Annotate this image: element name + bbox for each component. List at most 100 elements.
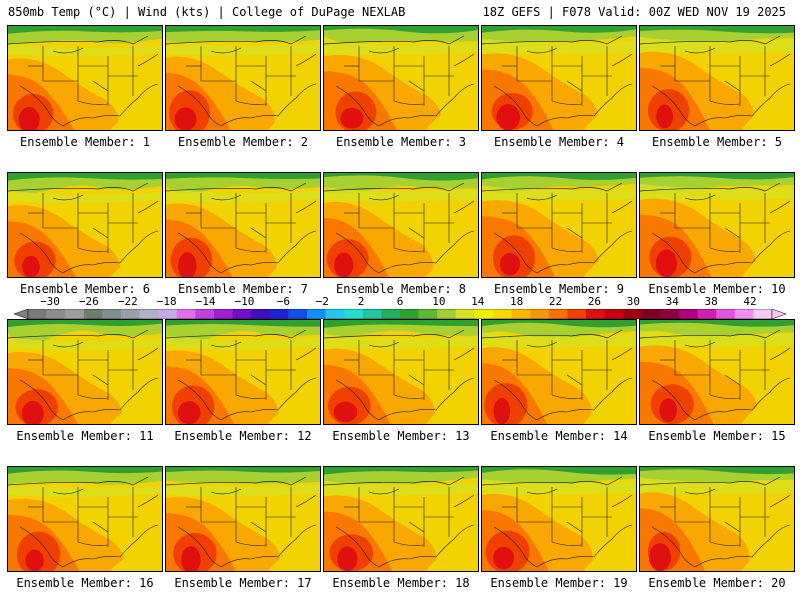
ensemble-member-label: Ensemble Member: 10 [648, 282, 786, 296]
colorbar-bin [679, 309, 699, 319]
temperature-field-map [482, 26, 636, 130]
ensemble-member-label: Ensemble Member: 16 [16, 576, 154, 590]
temperature-field-map [8, 26, 162, 130]
colorbar-low-arrow [14, 309, 29, 319]
colorbar-high-arrow [771, 309, 786, 319]
colorbar-tick: 38 [704, 295, 718, 308]
colorbar-bin [176, 309, 196, 319]
colorbar-tick: 26 [587, 295, 602, 308]
ensemble-map-panel [323, 466, 479, 572]
colorbar-tick: 42 [743, 295, 757, 308]
colorbar-tick: −26 [78, 295, 99, 308]
ensemble-member-label: Ensemble Member: 15 [648, 429, 786, 443]
colorbar-bin [121, 309, 141, 319]
colorbar-tick: −30 [40, 295, 60, 308]
ensemble-member-label: Ensemble Member: 1 [19, 135, 151, 149]
colorbar-tick-labels: −30 −26 −22 −18 −14 −10 −6 −2 2 6 10 14 18 22 26 30 34 38… [0, 296, 800, 308]
ensemble-member-label: Ensemble Member: 6 [19, 282, 151, 296]
colorbar-bin [325, 309, 345, 319]
ensemble-member-label: Ensemble Member: 11 [16, 429, 154, 443]
colorbar-bin [660, 309, 680, 319]
temperature-field-map [482, 467, 636, 571]
colorbar-bin [83, 309, 103, 319]
ensemble-member-label: Ensemble Member: 14 [490, 429, 628, 443]
colorbar-bin [65, 309, 85, 319]
ensemble-map-panel [165, 466, 321, 572]
colorbar-bin [232, 309, 252, 319]
temperature-field-map [640, 467, 794, 571]
colorbar-tick: 34 [665, 295, 679, 308]
ensemble-map-panel [639, 319, 795, 425]
ensemble-map-panel [481, 25, 637, 131]
ensemble-member-label: Ensemble Member: 17 [174, 576, 312, 590]
temperature-field-map [640, 173, 794, 277]
ensemble-map-panel [481, 172, 637, 278]
colorbar-bin [139, 309, 159, 319]
colorbar-tick: 2 [357, 295, 365, 308]
colorbar-bin [269, 309, 289, 319]
colorbar-bin [493, 309, 513, 319]
colorbar-bin [362, 309, 382, 319]
colorbar-bin [734, 309, 754, 319]
ensemble-map-panel [323, 25, 479, 131]
colorbar-bin [400, 309, 420, 319]
colorbar-bin [623, 309, 643, 319]
colorbar-bin [530, 309, 550, 319]
ensemble-map-panel [481, 466, 637, 572]
colorbar-tick: −22 [117, 295, 138, 308]
colorbar-bin [604, 309, 624, 319]
colorbar-tick: 30 [626, 295, 640, 308]
colorbar-bin [102, 309, 122, 319]
temperature-field-map [324, 173, 478, 277]
colorbar-bin [418, 309, 438, 319]
temperature-field-map [8, 320, 162, 424]
temperature-field-map [324, 467, 478, 571]
ensemble-member-label: Ensemble Member: 19 [490, 576, 628, 590]
temperature-field-map [8, 467, 162, 571]
colorbar-bin [437, 309, 457, 319]
colorbar-tick: 22 [548, 295, 563, 308]
ensemble-map-panel [323, 319, 479, 425]
colorbar-bin [251, 309, 271, 319]
ensemble-member-label: Ensemble Member: 12 [174, 429, 312, 443]
ensemble-member-label: Ensemble Member: 9 [493, 282, 625, 296]
temperature-field-map [324, 320, 478, 424]
ensemble-map-panel [165, 172, 321, 278]
colorbar-bin [214, 309, 234, 319]
map-title: 850mb Temp (°C) | Wind (kts) | College o… [8, 5, 406, 19]
ensemble-map-panel [7, 466, 163, 572]
temperature-field-map [8, 173, 162, 277]
colorbar-tick: −10 [234, 295, 255, 308]
colorbar-bin [641, 309, 661, 319]
colorbar-bin [567, 309, 587, 319]
colorbar-bin [697, 309, 717, 319]
colorbar-bin [455, 309, 475, 319]
colorbar-bin [586, 309, 606, 319]
colorbar-tick: −14 [195, 295, 216, 308]
temperature-field-map [640, 26, 794, 130]
ensemble-map-panel [639, 25, 795, 131]
colorbar-bin [344, 309, 364, 319]
ensemble-map-panel [323, 172, 479, 278]
ensemble-member-label: Ensemble Member: 4 [493, 135, 625, 149]
ensemble-map-panel [7, 172, 163, 278]
colorbar-tick: −18 [156, 295, 177, 308]
ensemble-member-label: Ensemble Member: 5 [651, 135, 783, 149]
colorbar-tick: 14 [471, 295, 485, 308]
colorbar-bin [511, 309, 531, 319]
colorbar-tick: −2 [315, 295, 329, 308]
colorbar-bin [288, 309, 308, 319]
temperature-field-map [166, 467, 320, 571]
ensemble-member-label: Ensemble Member: 18 [332, 576, 470, 590]
colorbar-bin [46, 309, 66, 319]
colorbar-bin [716, 309, 736, 319]
ensemble-member-label: Ensemble Member: 2 [177, 135, 309, 149]
colorbar-tick: −6 [276, 295, 290, 308]
colorbar-bin [28, 309, 48, 319]
temperature-colorbar [14, 309, 786, 319]
temperature-field-map [166, 26, 320, 130]
colorbar-bin [548, 309, 568, 319]
ensemble-member-label: Ensemble Member: 7 [177, 282, 309, 296]
ensemble-member-label: Ensemble Member: 3 [335, 135, 467, 149]
ensemble-member-label: Ensemble Member: 13 [332, 429, 470, 443]
